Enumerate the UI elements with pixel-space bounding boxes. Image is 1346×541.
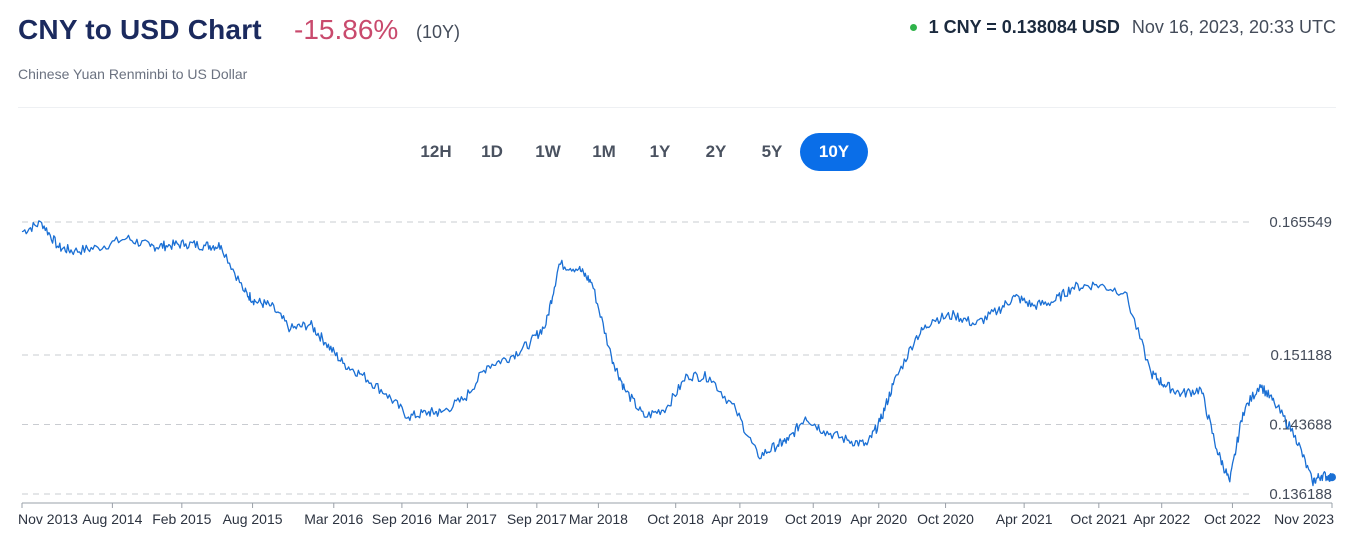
rate-timestamp: Nov 16, 2023, 20:33 UTC <box>1131 17 1336 37</box>
x-tick-label: Apr 2019 <box>711 511 768 527</box>
live-dot-icon <box>909 24 917 31</box>
x-tick-label: Sep 2017 <box>507 511 567 527</box>
y-tick-label: 0.165549 <box>1269 214 1332 231</box>
x-tick-label: Feb 2015 <box>152 511 211 527</box>
x-tick-label: Mar 2016 <box>304 511 363 527</box>
tab-2y[interactable]: 2Y <box>705 142 727 161</box>
x-tick-label: Aug 2014 <box>82 511 142 527</box>
y-tick-label: 0.151188 <box>1271 347 1332 364</box>
tab-1y[interactable]: 1Y <box>649 142 671 161</box>
x-tick-label: Sep 2016 <box>372 511 432 527</box>
y-tick-label: 0.143688 <box>1269 417 1332 434</box>
header-divider <box>18 107 1336 108</box>
x-tick-label: Apr 2022 <box>1133 511 1190 527</box>
page-subtitle: Chinese Yuan Renminbi to US Dollar <box>18 66 248 82</box>
page-title: CNY to USD Chart <box>18 14 262 45</box>
x-tick-label: Apr 2021 <box>996 511 1053 527</box>
x-tick-label: Mar 2017 <box>438 511 497 527</box>
tab-5y[interactable]: 5Y <box>761 142 783 161</box>
change-period: (10Y) <box>416 22 461 42</box>
tab-1m[interactable]: 1M <box>592 142 616 161</box>
current-price-marker <box>1328 473 1336 482</box>
x-tick-label: Oct 2018 <box>647 511 704 527</box>
x-tick-label: Apr 2020 <box>850 511 907 527</box>
x-tick-label: Nov 2023 <box>1274 511 1334 527</box>
tab-1d[interactable]: 1D <box>481 142 503 161</box>
x-tick-label: Nov 2013 <box>18 511 78 527</box>
change-percent: -15.86% <box>294 14 399 45</box>
period-tabs: 12H 1D 1W 1M 1Y 2Y 5Y 10Y <box>408 133 868 171</box>
y-tick-label: 0.136188 <box>1269 486 1332 503</box>
price-series-line <box>21 220 1333 487</box>
x-tick-label: Oct 2019 <box>785 511 842 527</box>
tab-1w[interactable]: 1W <box>535 142 561 161</box>
x-tick-label: Mar 2018 <box>569 511 628 527</box>
rate-value: 1 CNY = 0.138084 USD <box>928 17 1120 37</box>
x-tick-label: Oct 2022 <box>1204 511 1261 527</box>
x-tick-label: Oct 2020 <box>917 511 974 527</box>
rate-info: 1 CNY = 0.138084 USD Nov 16, 2023, 20:33… <box>909 17 1336 38</box>
tab-12h[interactable]: 12H <box>420 142 452 161</box>
x-tick-label: Aug 2015 <box>223 511 283 527</box>
tab-10y[interactable]: 10Y <box>800 133 868 171</box>
x-tick-label: Oct 2021 <box>1070 511 1127 527</box>
